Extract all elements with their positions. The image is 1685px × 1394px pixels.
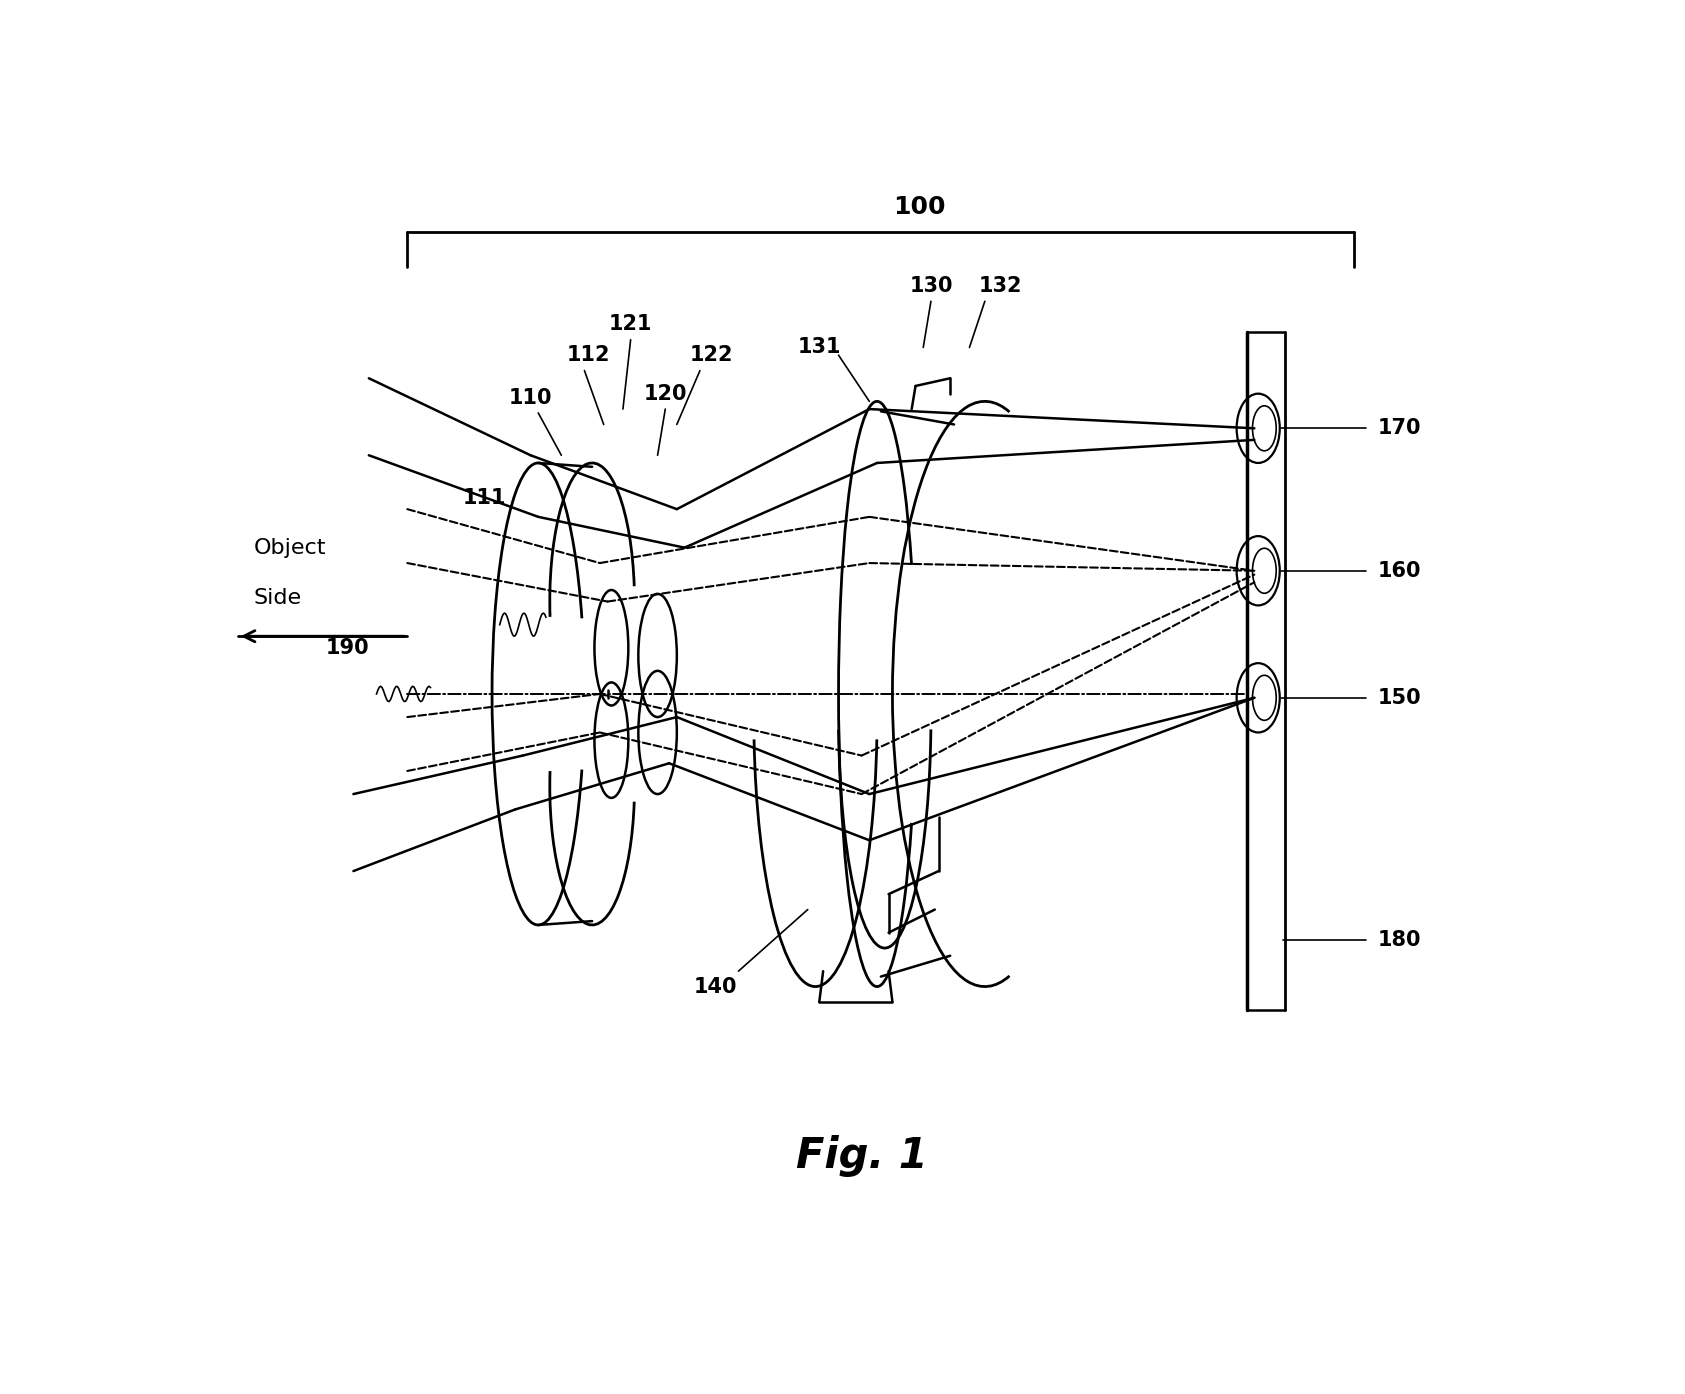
- Text: 140: 140: [694, 977, 736, 997]
- Text: 132: 132: [979, 276, 1023, 296]
- Text: 190: 190: [325, 638, 369, 658]
- Text: 100: 100: [893, 195, 945, 219]
- Text: Object: Object: [253, 538, 325, 558]
- Text: Fig. 1: Fig. 1: [795, 1135, 927, 1177]
- Text: 160: 160: [1378, 560, 1420, 581]
- Text: 110: 110: [509, 388, 553, 407]
- Text: 111: 111: [463, 488, 506, 507]
- Text: 180: 180: [1378, 930, 1420, 951]
- Text: 170: 170: [1378, 418, 1420, 438]
- Text: 131: 131: [797, 337, 841, 357]
- Text: 122: 122: [689, 346, 733, 365]
- Text: 130: 130: [910, 276, 952, 296]
- Text: 121: 121: [608, 315, 652, 335]
- Text: Side: Side: [253, 588, 302, 608]
- Text: 150: 150: [1378, 687, 1420, 708]
- Text: 112: 112: [566, 346, 610, 365]
- Text: 120: 120: [644, 383, 687, 404]
